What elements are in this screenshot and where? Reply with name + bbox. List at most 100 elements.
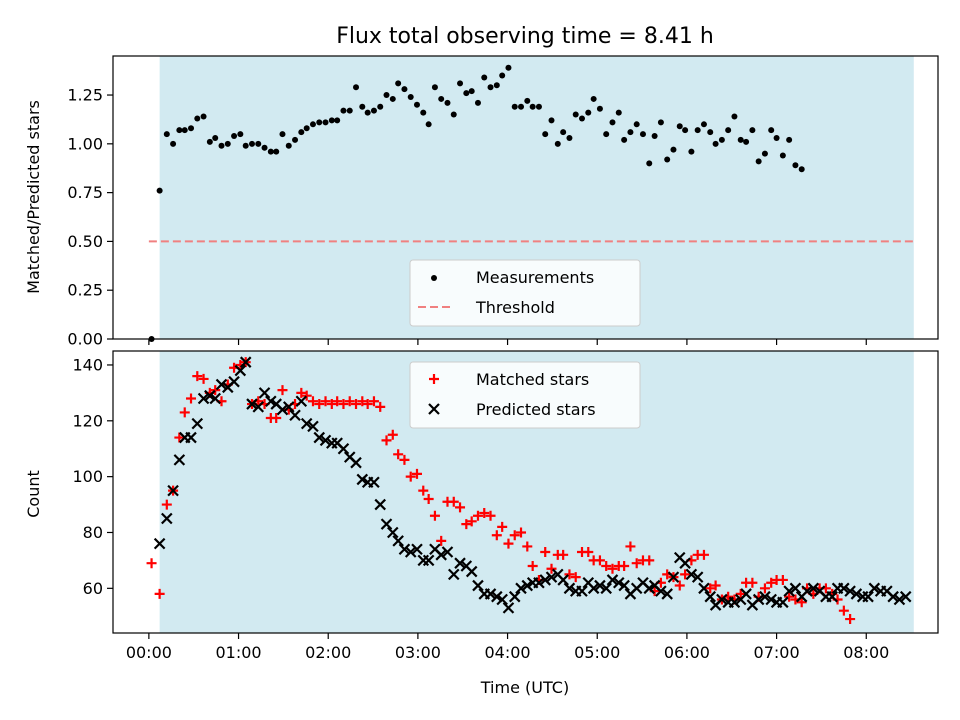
data-point	[887, 590, 899, 603]
x-tick-label: 06:00	[664, 643, 710, 662]
data-point	[838, 582, 850, 595]
legend-label: Threshold	[475, 298, 555, 317]
data-point	[596, 105, 603, 112]
data-point	[163, 131, 170, 138]
data-point	[798, 166, 805, 173]
data-point	[176, 127, 183, 134]
data-point	[615, 109, 622, 116]
data-point	[212, 134, 219, 141]
data-point	[389, 95, 396, 102]
data-point	[320, 396, 331, 407]
data-point	[529, 103, 536, 110]
data-point	[619, 560, 630, 571]
data-point	[773, 134, 780, 141]
data-point	[316, 119, 323, 126]
data-point	[463, 90, 470, 97]
data-point	[691, 571, 704, 583]
data-point	[289, 409, 301, 421]
plot-frame	[112, 55, 939, 340]
data-point	[570, 572, 581, 583]
data-point	[698, 549, 709, 560]
data-point	[393, 449, 404, 460]
data-point	[725, 127, 732, 134]
legend-label: Matched stars	[476, 370, 589, 389]
data-point	[313, 431, 326, 444]
data-point	[423, 493, 434, 504]
data-point	[326, 399, 337, 410]
data-point	[542, 131, 549, 138]
data-point	[688, 148, 695, 155]
data-point	[237, 131, 244, 138]
data-point	[192, 371, 203, 382]
data-point	[197, 392, 210, 405]
data-point	[300, 417, 313, 430]
data-point	[755, 158, 762, 165]
data-point	[346, 107, 353, 114]
data-point	[777, 596, 789, 609]
data-point	[239, 356, 252, 368]
data-point	[422, 554, 435, 567]
data-point	[631, 558, 642, 569]
data-point	[472, 510, 483, 521]
data-point	[350, 456, 362, 469]
series-predicted-stars	[153, 356, 912, 614]
data-point	[479, 507, 490, 518]
data-point	[606, 574, 619, 586]
series-measurements	[148, 64, 805, 342]
data-point	[450, 111, 457, 118]
data-point	[364, 109, 371, 116]
data-point	[255, 140, 262, 147]
x-tick-label: 01:00	[215, 643, 261, 662]
data-point	[340, 107, 347, 114]
data-point	[627, 129, 634, 136]
data-point	[546, 563, 557, 574]
data-point	[784, 591, 795, 602]
data-point	[405, 471, 416, 482]
data-point	[707, 129, 714, 136]
data-point	[186, 393, 197, 404]
data-point	[198, 373, 209, 384]
data-point	[322, 119, 329, 126]
data-point	[893, 593, 906, 606]
data-point	[319, 434, 332, 447]
data-point	[444, 99, 451, 106]
data-point	[743, 138, 750, 145]
data-point	[377, 103, 384, 110]
data-point	[731, 113, 738, 120]
data-point	[362, 399, 373, 410]
data-point	[252, 401, 265, 413]
data-point	[496, 593, 508, 606]
data-point	[667, 571, 680, 583]
data-point	[461, 519, 472, 530]
data-point	[438, 95, 445, 102]
data-point	[590, 95, 597, 102]
data-point	[491, 530, 502, 541]
data-point	[487, 84, 494, 91]
bottom-panel: 60 80 100 120 140 00:00 01:00 02:00 03:00 04:00 05…	[72, 350, 939, 662]
data-point	[679, 557, 691, 569]
data-point	[594, 579, 606, 592]
y-tick-label: 1.00	[67, 134, 103, 153]
data-point	[705, 583, 716, 594]
data-point	[801, 585, 813, 597]
data-point	[454, 557, 466, 569]
legend: Matched stars Predicted stars	[409, 361, 641, 429]
data-point	[749, 127, 756, 134]
series-matched-stars	[146, 357, 856, 625]
data-point	[516, 527, 527, 538]
data-point	[181, 127, 188, 134]
data-point	[448, 496, 459, 507]
data-point	[246, 398, 258, 410]
data-point	[387, 526, 399, 539]
bottom-y-axis-label: Count	[24, 470, 43, 518]
data-point	[282, 401, 295, 413]
data-point	[404, 546, 417, 558]
data-point	[503, 538, 514, 549]
data-point	[618, 579, 630, 592]
data-point	[455, 502, 466, 513]
data-point	[465, 565, 478, 578]
data-point	[161, 499, 172, 510]
data-point	[485, 510, 496, 521]
data-point	[511, 103, 518, 110]
